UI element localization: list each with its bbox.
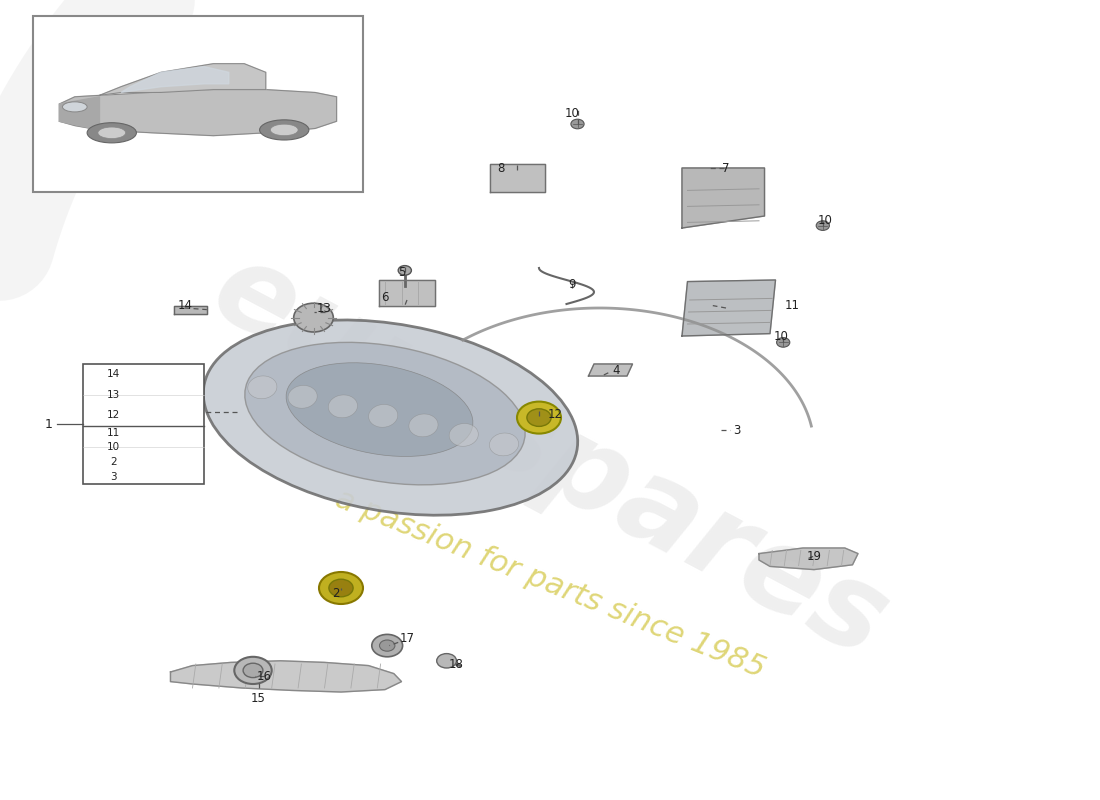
Text: 17: 17 [399, 632, 415, 645]
Ellipse shape [87, 122, 136, 143]
Text: 2: 2 [332, 587, 339, 600]
Circle shape [777, 338, 790, 347]
Polygon shape [121, 66, 229, 93]
Circle shape [329, 579, 353, 597]
Circle shape [372, 634, 403, 657]
Polygon shape [174, 306, 207, 314]
Bar [33, 16, 363, 192]
Text: 7: 7 [723, 162, 729, 174]
Circle shape [243, 663, 263, 678]
Ellipse shape [248, 376, 277, 398]
Polygon shape [682, 168, 764, 228]
Polygon shape [759, 548, 858, 570]
Polygon shape [682, 280, 776, 336]
Text: 12: 12 [548, 408, 563, 421]
Text: 14: 14 [107, 370, 120, 379]
Circle shape [398, 266, 411, 275]
Ellipse shape [260, 120, 309, 140]
Circle shape [294, 303, 333, 332]
Bar [82, 364, 204, 484]
Text: 9: 9 [569, 278, 575, 290]
Text: 12: 12 [107, 410, 120, 420]
Circle shape [379, 640, 395, 651]
Ellipse shape [286, 362, 473, 457]
Polygon shape [59, 97, 99, 130]
Ellipse shape [449, 423, 478, 446]
Text: eurospares: eurospares [194, 230, 906, 682]
Text: 3: 3 [110, 472, 117, 482]
Text: 3: 3 [734, 424, 740, 437]
Ellipse shape [98, 127, 125, 138]
Circle shape [234, 657, 272, 684]
Polygon shape [59, 90, 337, 136]
Ellipse shape [288, 386, 317, 408]
Circle shape [571, 119, 584, 129]
Text: 10: 10 [107, 442, 120, 453]
Text: 16: 16 [256, 670, 272, 682]
Text: 11: 11 [784, 299, 800, 312]
Text: 4: 4 [613, 364, 619, 377]
Text: 13: 13 [107, 390, 120, 400]
Ellipse shape [271, 124, 298, 136]
Text: 18: 18 [449, 658, 464, 670]
Polygon shape [588, 364, 632, 376]
Text: 1: 1 [45, 418, 53, 430]
Text: 13: 13 [317, 302, 332, 314]
Polygon shape [170, 661, 402, 692]
Circle shape [517, 402, 561, 434]
Text: 5: 5 [398, 266, 405, 278]
Polygon shape [379, 280, 434, 306]
Circle shape [816, 221, 829, 230]
Ellipse shape [328, 395, 358, 418]
Text: 11: 11 [107, 428, 120, 438]
Polygon shape [490, 164, 544, 192]
Polygon shape [99, 64, 266, 95]
Text: 10: 10 [817, 214, 833, 226]
Text: 10: 10 [564, 107, 580, 120]
Text: 10: 10 [773, 330, 789, 342]
Circle shape [437, 654, 456, 668]
Ellipse shape [490, 433, 518, 456]
Ellipse shape [409, 414, 438, 437]
Text: 6: 6 [382, 291, 388, 304]
Text: 15: 15 [251, 692, 266, 705]
Ellipse shape [63, 102, 87, 112]
Text: 8: 8 [497, 162, 504, 174]
Text: 19: 19 [806, 550, 822, 562]
Ellipse shape [368, 405, 398, 427]
Text: a passion for parts since 1985: a passion for parts since 1985 [331, 484, 769, 684]
Text: 14: 14 [177, 299, 192, 312]
Ellipse shape [245, 342, 525, 485]
Text: 2: 2 [110, 457, 117, 467]
Circle shape [527, 409, 551, 426]
Circle shape [319, 572, 363, 604]
Ellipse shape [204, 320, 578, 515]
